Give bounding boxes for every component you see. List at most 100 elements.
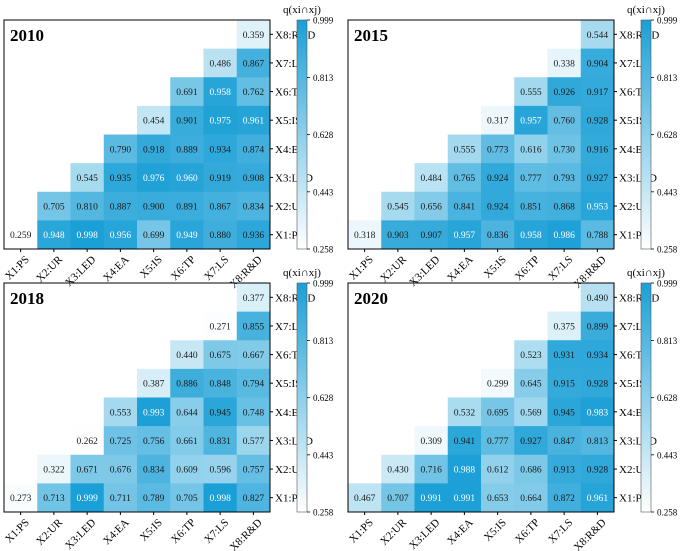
- cell-value-label: 0.596: [209, 466, 231, 476]
- heatmap-cell: [203, 368, 238, 398]
- heatmap-cell: [37, 220, 71, 250]
- cell-value-label: 0.705: [176, 494, 198, 504]
- heatmap-cell: [236, 77, 271, 107]
- heatmap-cell: [414, 220, 449, 250]
- cell-value-label: 0.960: [176, 174, 198, 184]
- cell-value-label: 0.569: [520, 408, 542, 418]
- heatmap-cell: [70, 220, 105, 250]
- cell-value-label: 0.961: [587, 494, 609, 504]
- heatmap-cell: [381, 454, 415, 484]
- heatmap-cell: [203, 483, 238, 513]
- cell-value-label: 0.886: [176, 380, 198, 390]
- heatmap-cell: [37, 483, 71, 513]
- heatmap-cell: [70, 483, 105, 513]
- cell-value-label: 0.867: [243, 59, 265, 69]
- cell-value-label: 0.874: [243, 145, 265, 155]
- heatmap-cell: [447, 191, 482, 221]
- cell-value-label: 0.377: [243, 294, 265, 304]
- cell-value-label: 0.917: [587, 88, 609, 98]
- heatmap-cell: [170, 368, 204, 398]
- cell-value-label: 0.958: [520, 231, 542, 241]
- cell-value-label: 0.949: [176, 231, 198, 241]
- colorbar: q(xi∩xj)0.999 0.813 0.628 0.443 0.258: [283, 267, 334, 518]
- heatmap-cell: [580, 48, 615, 78]
- cell-value-label: 0.725: [110, 437, 132, 447]
- heatmap-cell: [547, 48, 582, 78]
- cell-value-label: 0.831: [209, 437, 231, 447]
- y-tick-label: X5:IS: [275, 378, 301, 390]
- heatmap-cell: [103, 483, 138, 513]
- cell-value-label: 0.991: [420, 494, 442, 504]
- cell-value-label: 0.765: [454, 174, 476, 184]
- y-tick-label: X5:IS: [619, 115, 645, 127]
- plot-frame: [3, 19, 271, 250]
- cell-value-label: 0.975: [209, 117, 231, 127]
- cell-value-label: 0.924: [487, 203, 509, 213]
- x-tick-label: X1:PS: [347, 517, 376, 546]
- cell-value-label: 0.686: [520, 466, 542, 476]
- panel-title: 2020: [354, 289, 388, 308]
- y-tick-label: X8:R&D: [275, 29, 315, 41]
- cell-value-label: 0.545: [387, 203, 409, 213]
- heatmap-cell: [137, 426, 171, 456]
- cell-value-label: 0.777: [487, 437, 509, 447]
- colorbar-tick-label: 0.258: [313, 508, 334, 518]
- heatmap-cell: [547, 426, 582, 456]
- cell-value-label: 0.486: [209, 59, 231, 69]
- cell-value-label: 0.440: [176, 351, 198, 361]
- cell-value-label: 0.271: [209, 322, 231, 332]
- colorbar-tick-label: 0.628: [313, 393, 334, 403]
- heatmap-cell: [481, 454, 515, 484]
- colorbar-tick-label: 0.628: [657, 393, 678, 403]
- heatmap-cell: [170, 483, 204, 513]
- cell-value-label: 0.259: [10, 231, 32, 241]
- cell-value-label: 0.908: [243, 174, 265, 184]
- cell-value-label: 0.757: [243, 466, 265, 476]
- x-tick-label: X1:PS: [347, 254, 376, 283]
- colorbar: q(xi∩xj)0.999 0.813 0.628 0.443 0.258: [627, 4, 678, 255]
- heatmap-cell: [70, 426, 105, 456]
- cell-value-label: 0.867: [209, 203, 231, 213]
- cell-value-label: 0.847: [553, 437, 575, 447]
- cell-value-label: 0.555: [520, 88, 542, 98]
- cell-value-label: 0.927: [520, 437, 542, 447]
- cell-value-label: 0.907: [420, 231, 442, 241]
- heatmap-cell: [580, 105, 615, 135]
- heatmap-cell: [103, 163, 138, 193]
- heatmap-cell: [103, 454, 138, 484]
- cell-value-label: 0.991: [454, 494, 476, 504]
- heatmap-cell: [514, 191, 548, 221]
- x-tick-label: X5:IS: [482, 517, 509, 544]
- y-tick-label: X1:PS: [619, 493, 648, 505]
- cell-value-label: 0.834: [243, 203, 265, 213]
- cell-value-label: 0.957: [454, 231, 476, 241]
- cell-value-label: 0.928: [587, 380, 609, 390]
- heatmap-cell: [170, 397, 204, 427]
- heatmap-cell: [137, 483, 171, 513]
- heatmap-cell: [203, 426, 238, 456]
- x-tick-label: X2:UR: [34, 516, 65, 547]
- heatmap-cell: [481, 191, 515, 221]
- cell-value-label: 0.532: [454, 408, 476, 418]
- cell-value-label: 0.760: [553, 117, 575, 127]
- cell-value-label: 0.924: [487, 174, 509, 184]
- cell-value-label: 0.716: [420, 466, 442, 476]
- heatmap-cell: [481, 426, 515, 456]
- x-tick-label: X5:IS: [138, 254, 165, 281]
- x-tick-label: X2:UR: [34, 253, 65, 284]
- cell-value-label: 0.711: [110, 494, 131, 504]
- heatmap-cell: [447, 426, 482, 456]
- heatmap-cell: [547, 483, 582, 513]
- heatmap-cell: [547, 191, 582, 221]
- cell-value-label: 0.490: [587, 294, 609, 304]
- cell-value-label: 0.664: [520, 494, 542, 504]
- heatmap-cell: [236, 368, 271, 398]
- heatmap-cell: [481, 397, 515, 427]
- heatmap-cell: [514, 483, 548, 513]
- cell-value-label: 0.834: [143, 466, 165, 476]
- x-tick-label: X7:LS: [202, 517, 231, 546]
- cell-value-label: 0.317: [487, 117, 509, 127]
- cell-value-label: 0.676: [110, 466, 132, 476]
- colorbar-tick-label: 0.258: [657, 245, 678, 255]
